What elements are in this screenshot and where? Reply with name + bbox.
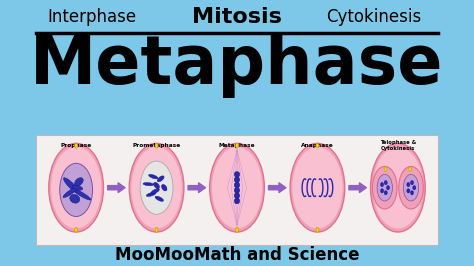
Ellipse shape [64,178,79,193]
Ellipse shape [384,180,387,185]
FancyBboxPatch shape [36,135,438,245]
Ellipse shape [410,190,414,195]
Ellipse shape [316,227,319,232]
Ellipse shape [234,193,240,198]
Ellipse shape [403,174,419,201]
Ellipse shape [407,189,410,193]
Ellipse shape [74,143,78,148]
Ellipse shape [407,182,410,187]
Ellipse shape [140,161,173,214]
Ellipse shape [290,143,345,232]
Ellipse shape [155,227,158,232]
Ellipse shape [409,167,411,171]
Ellipse shape [155,196,164,201]
Ellipse shape [377,174,392,201]
Ellipse shape [386,185,390,190]
Ellipse shape [146,192,156,197]
FancyArrowPatch shape [349,183,366,193]
Ellipse shape [381,189,384,193]
Text: Metaphase: Metaphase [219,143,255,148]
Text: Cytokinesis: Cytokinesis [326,8,421,26]
Ellipse shape [410,180,414,185]
Ellipse shape [234,198,240,204]
Ellipse shape [236,143,238,148]
Ellipse shape [373,167,397,209]
Ellipse shape [371,143,425,232]
Text: Prophase: Prophase [61,143,92,148]
Ellipse shape [53,151,99,225]
Text: Telophase &
Cytokinesis: Telophase & Cytokinesis [380,140,416,151]
FancyArrowPatch shape [188,183,206,193]
Ellipse shape [234,188,240,193]
FancyArrowPatch shape [108,183,125,193]
Ellipse shape [129,143,184,232]
Ellipse shape [294,151,340,225]
Ellipse shape [49,143,103,232]
Ellipse shape [149,174,158,179]
Text: Interphase: Interphase [47,8,136,26]
Ellipse shape [373,147,423,228]
Text: Mitosis: Mitosis [192,7,282,27]
Ellipse shape [413,185,416,190]
Ellipse shape [63,186,78,198]
Ellipse shape [74,178,83,186]
Ellipse shape [162,184,167,191]
Text: Metaphase: Metaphase [30,32,444,98]
Ellipse shape [131,147,182,228]
Ellipse shape [70,194,80,203]
Ellipse shape [384,167,387,171]
Ellipse shape [143,182,154,186]
Ellipse shape [384,190,387,195]
Ellipse shape [292,147,343,228]
Ellipse shape [381,182,384,187]
Text: Prometaphase: Prometaphase [132,143,181,148]
Ellipse shape [60,163,92,217]
Ellipse shape [154,182,160,189]
Ellipse shape [151,189,159,194]
Ellipse shape [214,151,260,225]
Text: Anaphase: Anaphase [301,143,334,148]
Ellipse shape [212,147,262,228]
Ellipse shape [316,143,319,148]
Ellipse shape [399,167,423,209]
Ellipse shape [157,176,164,182]
Ellipse shape [72,189,91,200]
Ellipse shape [234,177,240,182]
Ellipse shape [210,143,264,232]
Ellipse shape [155,143,158,148]
FancyArrowPatch shape [268,183,286,193]
Ellipse shape [51,147,101,228]
Ellipse shape [234,172,240,177]
Ellipse shape [72,185,83,190]
Ellipse shape [236,227,238,232]
Text: MooMooMath and Science: MooMooMath and Science [115,246,359,264]
Ellipse shape [134,151,180,225]
Ellipse shape [375,151,421,225]
Ellipse shape [234,182,240,188]
Ellipse shape [74,227,78,232]
